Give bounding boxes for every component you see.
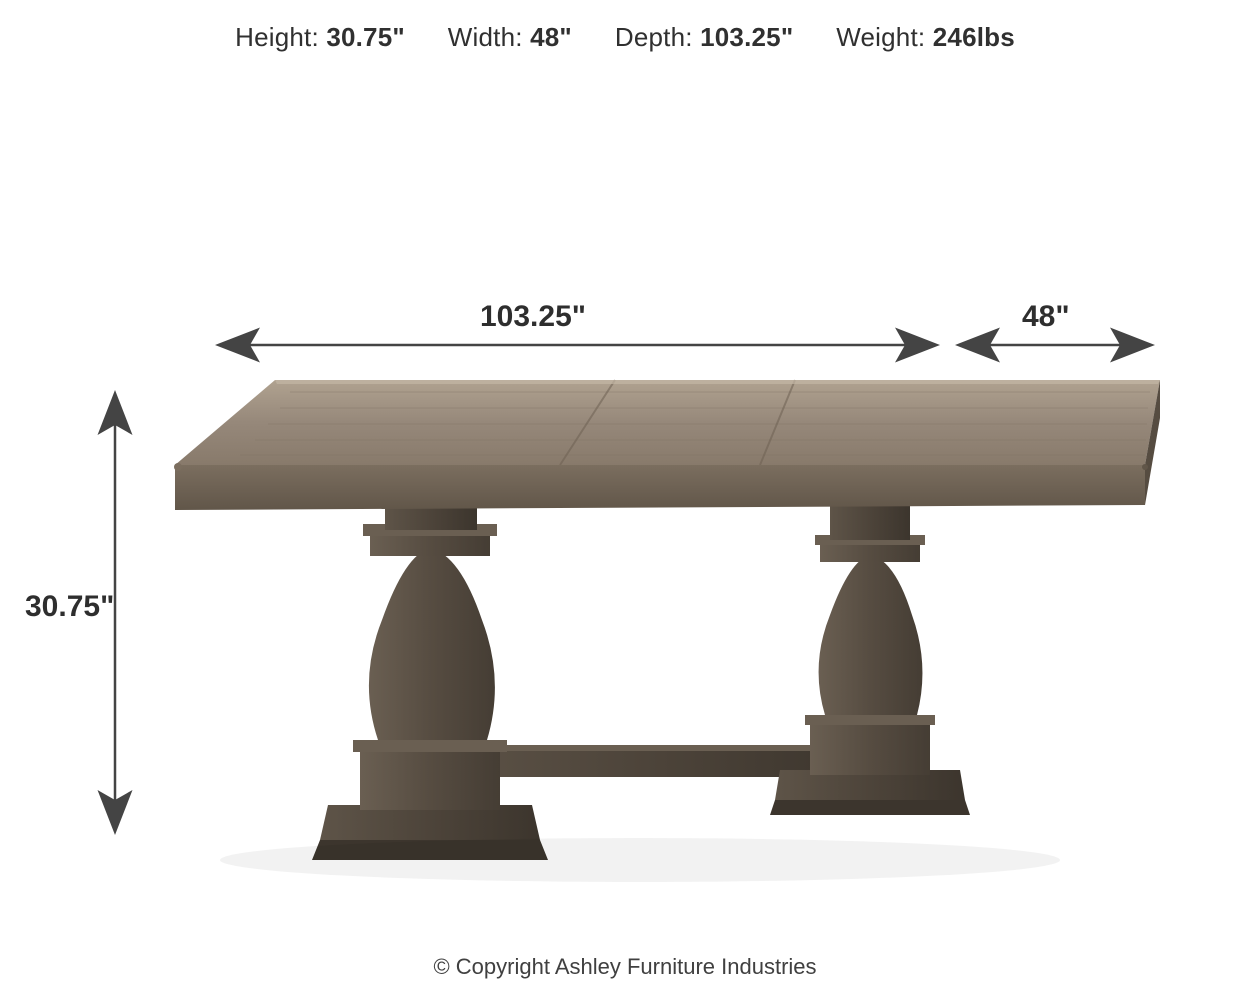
table-top [174,380,1160,510]
product-diagram [0,0,1250,1000]
floor-shadow [220,838,1060,882]
table-pedestal-left [312,498,548,860]
table-illustration [174,380,1160,882]
